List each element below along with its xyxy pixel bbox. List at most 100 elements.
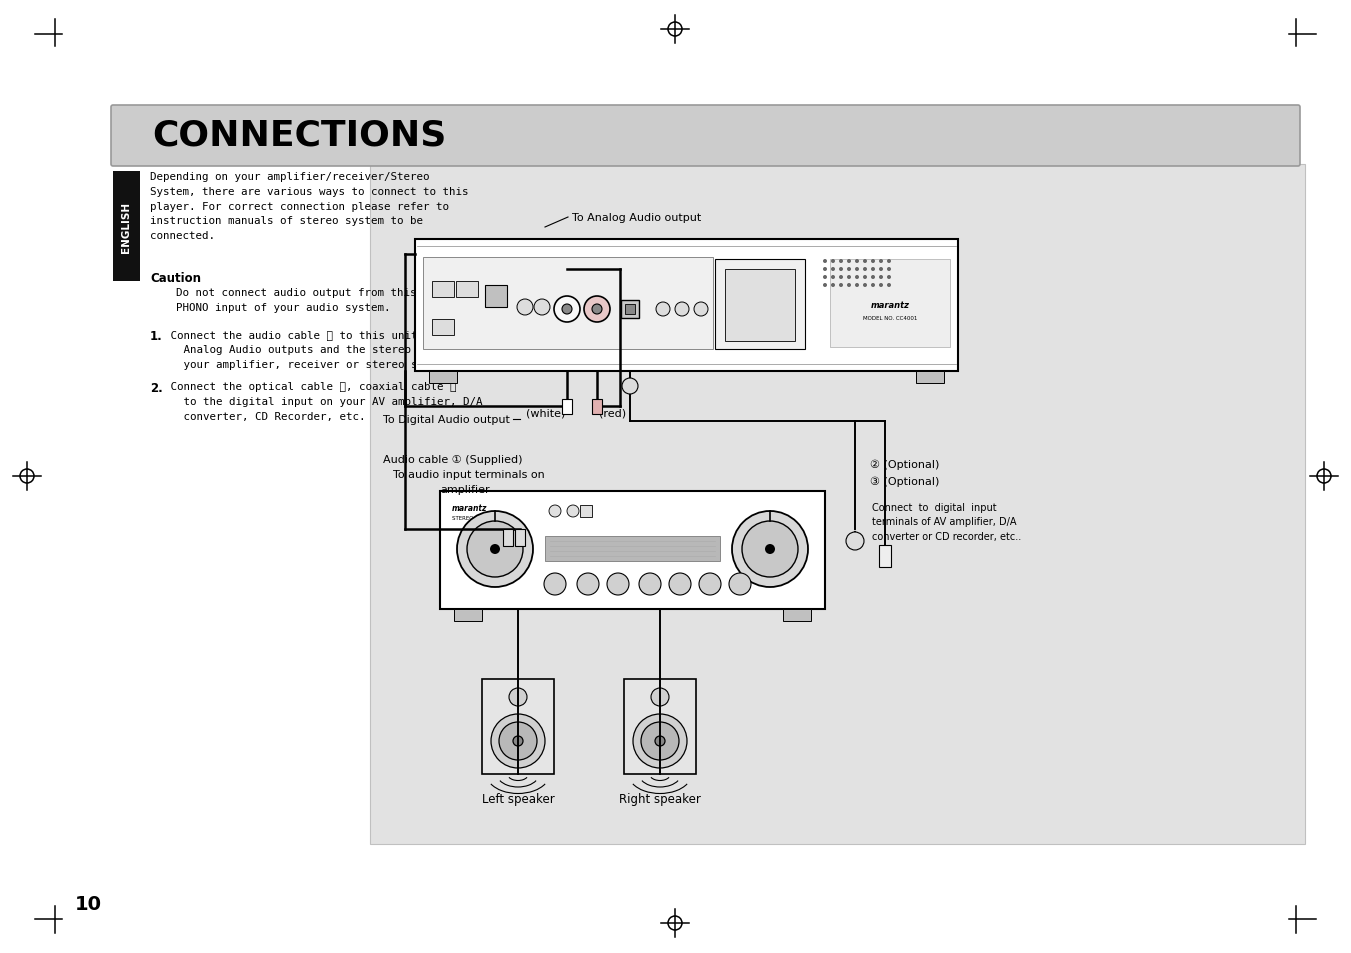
Text: 2.: 2. bbox=[150, 381, 162, 395]
Circle shape bbox=[534, 299, 550, 315]
Bar bbox=[423, 257, 713, 350]
Text: Connect the optical cable ②, coaxial cable ③
   to the digital input on your AV : Connect the optical cable ②, coaxial cab… bbox=[163, 381, 482, 421]
Circle shape bbox=[823, 260, 827, 264]
Circle shape bbox=[577, 574, 598, 596]
Bar bbox=[580, 505, 592, 517]
Circle shape bbox=[467, 521, 523, 578]
Bar bbox=[454, 609, 482, 621]
Circle shape bbox=[855, 268, 859, 272]
Circle shape bbox=[823, 268, 827, 272]
Circle shape bbox=[847, 284, 851, 288]
Text: terminals of AV amplifier, D/A: terminals of AV amplifier, D/A bbox=[871, 517, 1016, 526]
Bar bbox=[457, 282, 478, 297]
Text: STEREO AMPLIFIER: STEREO AMPLIFIER bbox=[453, 516, 504, 520]
Circle shape bbox=[651, 688, 669, 706]
Circle shape bbox=[855, 260, 859, 264]
Circle shape bbox=[880, 268, 884, 272]
Text: Do not connect audio output from this unit to
    PHONO input of your audio syst: Do not connect audio output from this un… bbox=[150, 288, 469, 313]
Bar bbox=[544, 537, 720, 561]
Circle shape bbox=[831, 260, 835, 264]
Circle shape bbox=[490, 714, 544, 768]
Circle shape bbox=[847, 275, 851, 280]
Circle shape bbox=[457, 512, 534, 587]
Circle shape bbox=[499, 722, 536, 760]
Circle shape bbox=[639, 574, 661, 596]
Bar bbox=[503, 530, 513, 546]
Circle shape bbox=[839, 268, 843, 272]
Circle shape bbox=[880, 284, 884, 288]
Circle shape bbox=[888, 268, 892, 272]
Circle shape bbox=[831, 275, 835, 280]
Circle shape bbox=[669, 574, 690, 596]
Bar bbox=[432, 319, 454, 335]
Circle shape bbox=[765, 544, 775, 555]
Circle shape bbox=[831, 268, 835, 272]
Circle shape bbox=[888, 260, 892, 264]
Text: marantz: marantz bbox=[870, 300, 909, 309]
Circle shape bbox=[655, 737, 665, 746]
Bar bbox=[440, 492, 825, 609]
Bar bbox=[113, 172, 141, 282]
Circle shape bbox=[509, 688, 527, 706]
Text: converter or CD recorder, etc..: converter or CD recorder, etc.. bbox=[871, 532, 1021, 541]
Text: 10: 10 bbox=[76, 895, 101, 914]
Text: Right speaker: Right speaker bbox=[619, 792, 701, 805]
Circle shape bbox=[871, 284, 875, 288]
Circle shape bbox=[839, 275, 843, 280]
Text: To audio input terminals on: To audio input terminals on bbox=[393, 470, 544, 479]
Text: Caution: Caution bbox=[150, 272, 201, 285]
Text: To Digital Audio output: To Digital Audio output bbox=[382, 415, 509, 424]
Circle shape bbox=[513, 737, 523, 746]
Circle shape bbox=[831, 284, 835, 288]
Bar bbox=[430, 372, 457, 384]
Text: CONNECTIONS: CONNECTIONS bbox=[153, 119, 446, 152]
Text: marantz: marantz bbox=[453, 503, 488, 513]
Text: 1.: 1. bbox=[150, 330, 162, 343]
Text: (white): (white) bbox=[526, 409, 565, 418]
Bar bbox=[592, 399, 603, 415]
Text: To Analog Audio output: To Analog Audio output bbox=[571, 213, 701, 223]
Text: Depending on your amplifier/receiver/Stereo
System, there are various ways to co: Depending on your amplifier/receiver/Ste… bbox=[150, 172, 469, 241]
Bar bbox=[880, 545, 892, 567]
Text: ENGLISH: ENGLISH bbox=[122, 201, 131, 253]
Text: Connect the audio cable ① to this unit’s
   Analog Audio outputs and the stereo : Connect the audio cable ① to this unit’s… bbox=[163, 330, 476, 369]
Circle shape bbox=[742, 521, 798, 578]
Bar bbox=[624, 679, 696, 774]
FancyBboxPatch shape bbox=[111, 106, 1300, 167]
Circle shape bbox=[847, 268, 851, 272]
Bar bbox=[432, 282, 454, 297]
Circle shape bbox=[863, 284, 867, 288]
Text: Audio cable ① (Supplied): Audio cable ① (Supplied) bbox=[382, 455, 523, 464]
Circle shape bbox=[839, 284, 843, 288]
Circle shape bbox=[871, 268, 875, 272]
Circle shape bbox=[621, 378, 638, 395]
Circle shape bbox=[676, 303, 689, 316]
Circle shape bbox=[839, 260, 843, 264]
Circle shape bbox=[855, 284, 859, 288]
Text: ② (Optional): ② (Optional) bbox=[870, 459, 939, 470]
Bar bbox=[515, 530, 526, 546]
Circle shape bbox=[584, 296, 611, 323]
Bar bbox=[485, 286, 507, 308]
Circle shape bbox=[888, 284, 892, 288]
Circle shape bbox=[855, 275, 859, 280]
Circle shape bbox=[863, 260, 867, 264]
Circle shape bbox=[517, 299, 534, 315]
Circle shape bbox=[592, 305, 603, 314]
Circle shape bbox=[871, 275, 875, 280]
Circle shape bbox=[544, 574, 566, 596]
Circle shape bbox=[549, 505, 561, 517]
Circle shape bbox=[846, 533, 865, 551]
Circle shape bbox=[554, 296, 580, 323]
Bar bbox=[482, 679, 554, 774]
Text: amplifier: amplifier bbox=[440, 484, 489, 495]
Circle shape bbox=[490, 544, 500, 555]
Circle shape bbox=[871, 260, 875, 264]
Text: (red): (red) bbox=[598, 409, 626, 418]
Circle shape bbox=[640, 722, 680, 760]
Bar bbox=[370, 165, 1305, 844]
Text: MODEL NO. CC4001: MODEL NO. CC4001 bbox=[863, 315, 917, 320]
Circle shape bbox=[694, 303, 708, 316]
Circle shape bbox=[880, 260, 884, 264]
Text: Left speaker: Left speaker bbox=[481, 792, 554, 805]
